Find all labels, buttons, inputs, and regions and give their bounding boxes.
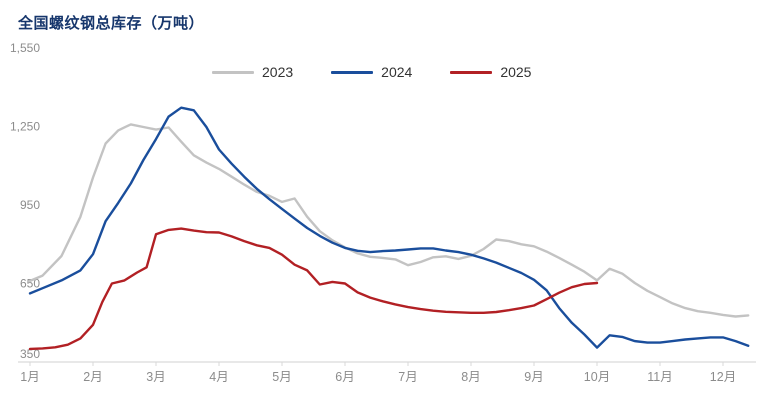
legend-label-2025: 2025: [500, 64, 532, 80]
x-tick-label: 4月: [209, 370, 228, 384]
legend-item-2023: 2023: [212, 64, 293, 80]
legend: 2023 2024 2025: [212, 64, 531, 80]
x-tick-label: 10月: [584, 370, 610, 384]
x-tick-label: 8月: [461, 370, 480, 384]
legend-item-2024: 2024: [331, 64, 412, 80]
y-tick-label: 1,250: [10, 120, 40, 134]
chart-title: 全国螺纹钢总库存（万吨）: [18, 15, 205, 32]
series-line-2023: [28, 123, 750, 318]
series-line-2025: [28, 227, 599, 351]
legend-line-swatch-2023: [212, 70, 254, 74]
y-tick-label: 350: [20, 347, 40, 361]
legend-line-swatch-2025: [450, 70, 493, 74]
y-tick-label: 1,550: [10, 41, 40, 55]
x-tick-label: 2月: [83, 370, 102, 384]
x-tick-label: 11月: [647, 370, 672, 384]
series-line-2024: [28, 106, 750, 349]
x-tick-label: 7月: [398, 370, 417, 384]
x-tick-label: 12月: [710, 370, 736, 384]
legend-line-swatch-2024: [331, 70, 374, 74]
legend-item-2025: 2025: [450, 64, 531, 80]
x-tick-label: 5月: [272, 370, 291, 384]
x-tick-label: 6月: [335, 370, 354, 384]
x-tick-label: 1月: [20, 370, 39, 384]
x-tick-label: 3月: [146, 370, 165, 384]
legend-label-2024: 2024: [381, 64, 413, 80]
x-tick-label: 9月: [524, 370, 543, 384]
legend-label-2023: 2023: [262, 64, 294, 80]
y-tick-label: 950: [20, 198, 40, 212]
